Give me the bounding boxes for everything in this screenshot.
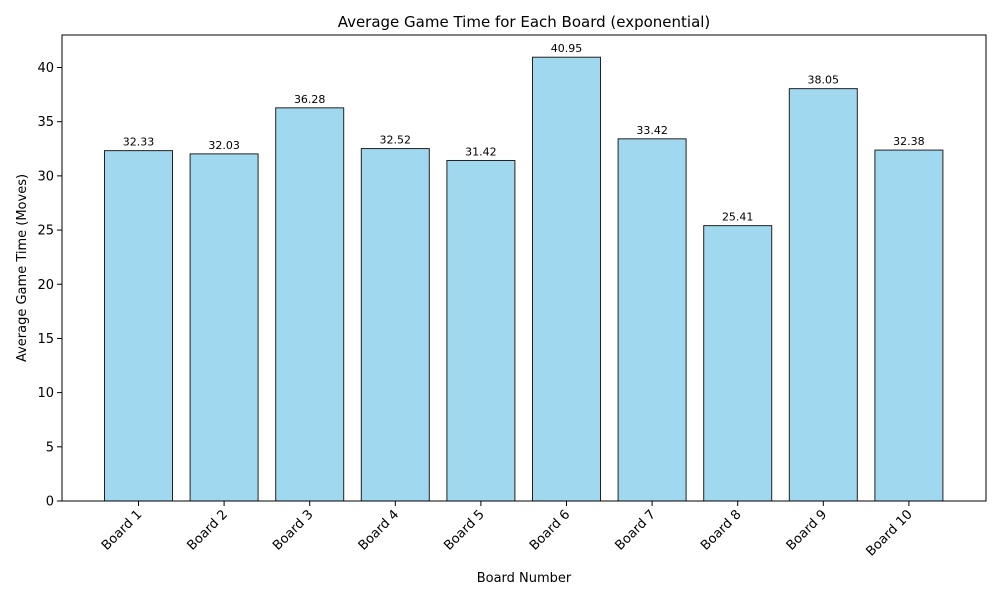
- y-tick-label: 0: [46, 495, 54, 510]
- plot-frame: [61, 34, 987, 502]
- y-tick-label: 40: [37, 61, 54, 76]
- bar-6: [532, 56, 601, 502]
- bar-1: [104, 150, 173, 502]
- bar-value-label: 40.95: [551, 42, 583, 55]
- bar-value-label: 36.28: [294, 93, 326, 106]
- bar-9: [788, 88, 858, 502]
- x-tick-label: Board 2: [185, 507, 231, 553]
- x-tick-label: Board 3: [270, 507, 316, 553]
- x-tick-label: Board 9: [784, 507, 830, 553]
- bar-5: [446, 159, 516, 502]
- x-tick-label: Board 5: [441, 507, 487, 553]
- x-axis-label: Board Number: [477, 571, 572, 586]
- bar-value-label: 32.33: [123, 136, 155, 149]
- bar-3: [275, 107, 345, 502]
- x-tick-label: Board 1: [99, 507, 145, 553]
- bar-2: [189, 153, 259, 502]
- value-labels-layer: 32.33 32.03 36.28 32.52 31.42 40.95 33.42 25.41…: [123, 42, 925, 223]
- bar-7: [617, 138, 687, 502]
- y-tick-label: 20: [37, 278, 54, 293]
- y-tick-label: 10: [37, 386, 54, 401]
- x-tick-label: Board 6: [527, 507, 573, 553]
- bar-value-label: 38.05: [808, 74, 840, 87]
- y-tick-label: 25: [37, 224, 54, 239]
- x-axis: Board 1 Board 2 Board 3 Board 4 Board 5 Board…: [99, 501, 916, 559]
- bar-value-label: 25.41: [722, 211, 754, 224]
- x-tick-label: Board 7: [613, 507, 659, 553]
- bars-layer: [104, 56, 944, 502]
- bar-8: [703, 225, 773, 502]
- y-tick-label: 30: [37, 169, 54, 184]
- bar-value-label: 32.52: [380, 134, 412, 147]
- bar-value-label: 33.42: [636, 124, 668, 137]
- bar-value-label: 31.42: [465, 145, 497, 158]
- y-axis: 0 5 10 15 20 25 30 35 40: [37, 61, 62, 510]
- x-tick-label: Board 4: [356, 507, 402, 553]
- y-tick-label: 5: [46, 440, 54, 455]
- bar-10: [874, 149, 944, 502]
- y-axis-label: Average Game Time (Moves): [15, 174, 30, 362]
- y-tick-label: 15: [37, 332, 54, 347]
- bar-4: [360, 148, 430, 502]
- y-tick-label: 35: [37, 115, 54, 130]
- chart-title: Average Game Time for Each Board (expone…: [338, 13, 711, 31]
- x-tick-label: Board 10: [863, 507, 915, 559]
- bar-value-label: 32.03: [208, 139, 240, 152]
- bar-value-label: 32.38: [893, 135, 925, 148]
- x-tick-label: Board 8: [698, 507, 744, 553]
